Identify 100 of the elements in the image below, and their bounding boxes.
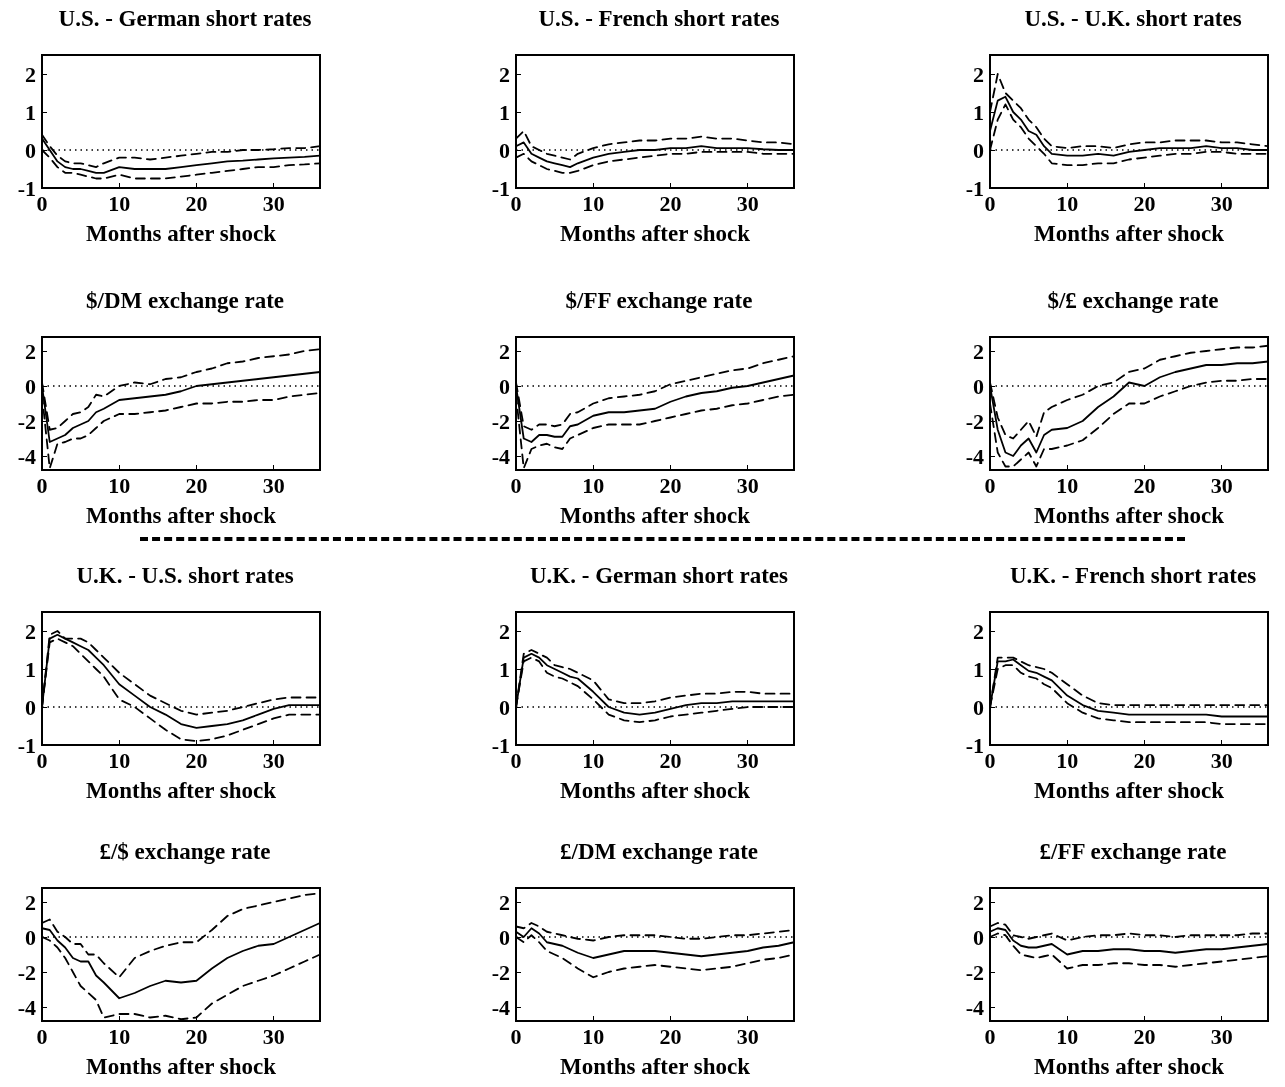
y-tick-label: 1 [973,656,984,682]
chart-title: £/$ exchange rate [99,839,271,864]
x-axis-title: Months after shock [86,221,277,246]
y-tick-label: 0 [25,694,36,720]
y-tick-label: -1 [491,175,510,201]
y-tick-label: -1 [491,732,510,758]
y-tick-label: -4 [17,443,36,469]
chart-title: U.K. - French short rates [1009,563,1257,588]
y-tick-label: 2 [499,338,510,364]
y-tick-label: 2 [973,618,984,644]
x-axis-title: Months after shock [560,221,751,246]
x-tick-label: 20 [659,472,682,498]
x-tick-label: 10 [1056,472,1079,498]
y-tick-label: -1 [17,732,36,758]
chart-title: $/DM exchange rate [86,288,284,313]
chart-title: U.S. - French short rates [538,6,780,31]
x-tick-label: 20 [659,1023,682,1049]
y-tick-label: -2 [965,408,984,434]
x-tick-label: 10 [1056,747,1079,773]
x-tick-label: 10 [1056,1023,1079,1049]
y-tick-label: -2 [491,959,510,985]
x-axis-title: Months after shock [560,503,751,528]
y-tick-label: -4 [491,994,510,1020]
y-tick-label: 1 [25,656,36,682]
chart-title: £/FF exchange rate [1039,839,1227,864]
x-tick-label: 10 [108,472,131,498]
y-tick-label: 1 [973,99,984,125]
x-tick-label: 20 [185,1023,208,1049]
y-tick-label: 0 [25,924,36,950]
x-axis-title: Months after shock [1034,221,1225,246]
x-tick-label: 30 [1210,747,1233,773]
x-axis-title: Months after shock [1034,503,1225,528]
x-tick-label: 20 [1133,472,1156,498]
x-axis-title: Months after shock [560,778,751,803]
y-tick-label: 0 [973,924,984,950]
y-tick-label: 2 [973,61,984,87]
y-tick-label: -4 [965,443,984,469]
x-tick-label: 30 [736,1023,759,1049]
y-tick-label: 0 [25,137,36,163]
x-axis-title: Months after shock [1034,778,1225,803]
y-tick-label: 2 [25,618,36,644]
x-tick-label: 30 [262,1023,285,1049]
y-tick-label: 0 [499,373,510,399]
y-tick-label: 2 [25,338,36,364]
x-tick-label: 20 [1133,190,1156,216]
chart-title: $/£ exchange rate [1047,288,1219,313]
chart-title: U.K. - U.S. short rates [76,563,294,588]
y-tick-label: -2 [491,408,510,434]
x-tick-label: 10 [582,472,605,498]
y-tick-label: 2 [499,618,510,644]
x-tick-label: 10 [108,1023,131,1049]
y-tick-label: 2 [25,889,36,915]
x-tick-label: 30 [736,747,759,773]
x-tick-label: 30 [262,472,285,498]
x-tick-label: 10 [582,1023,605,1049]
x-tick-label: 10 [1056,190,1079,216]
chart-title: $/FF exchange rate [565,288,753,313]
chart-title: U.S. - German short rates [58,6,312,31]
x-tick-label: 20 [185,747,208,773]
y-tick-label: -4 [491,443,510,469]
chart-title: U.K. - German short rates [529,563,789,588]
x-axis-title: Months after shock [1034,1054,1225,1079]
x-tick-label: 10 [582,747,605,773]
y-tick-label: -2 [965,959,984,985]
y-tick-label: -1 [17,175,36,201]
x-tick-label: 20 [1133,1023,1156,1049]
x-axis-title: Months after shock [86,503,277,528]
x-tick-label: 30 [1210,472,1233,498]
y-tick-label: 0 [973,694,984,720]
x-tick-label: 20 [659,190,682,216]
x-axis-title: Months after shock [560,1054,751,1079]
y-tick-label: 2 [973,338,984,364]
y-tick-label: 1 [499,99,510,125]
y-tick-label: 0 [25,373,36,399]
x-axis-title: Months after shock [86,1054,277,1079]
x-tick-label: 30 [1210,190,1233,216]
y-tick-label: 1 [499,656,510,682]
x-tick-label: 20 [185,190,208,216]
y-tick-label: -1 [965,175,984,201]
y-tick-label: 2 [973,889,984,915]
x-tick-label: 30 [1210,1023,1233,1049]
y-tick-label: 2 [25,61,36,87]
chart-title: U.S. - U.K. short rates [1024,6,1242,31]
y-tick-label: 2 [499,889,510,915]
y-tick-label: 2 [499,61,510,87]
x-tick-label: 10 [108,747,131,773]
y-tick-label: 0 [499,137,510,163]
y-tick-label: -4 [17,994,36,1020]
x-tick-label: 10 [108,190,131,216]
x-tick-label: 30 [262,747,285,773]
x-tick-label: 20 [659,747,682,773]
x-tick-label: 20 [1133,747,1156,773]
y-tick-label: 0 [499,694,510,720]
y-tick-label: -2 [17,959,36,985]
x-tick-label: 10 [582,190,605,216]
x-tick-label: 30 [736,472,759,498]
y-tick-label: 0 [973,373,984,399]
chart-title: £/DM exchange rate [560,839,758,864]
y-tick-label: -2 [17,408,36,434]
y-tick-label: -1 [965,732,984,758]
